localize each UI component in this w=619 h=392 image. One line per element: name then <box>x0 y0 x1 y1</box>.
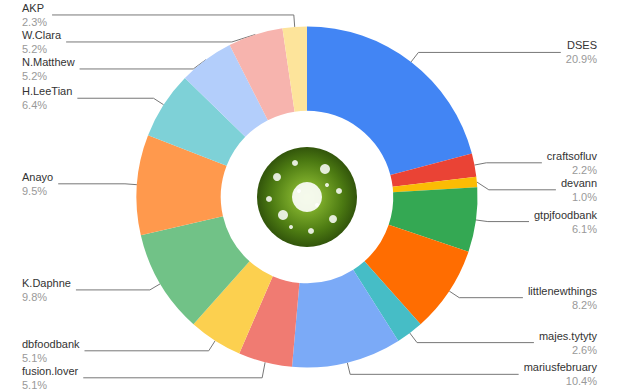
svg-text:littlenewthings: littlenewthings <box>528 285 598 297</box>
svg-text:20.9%: 20.9% <box>566 53 597 65</box>
svg-text:K.Daphne: K.Daphne <box>22 277 71 289</box>
svg-text:5.1%: 5.1% <box>22 379 47 391</box>
svg-text:6.1%: 6.1% <box>572 223 597 235</box>
svg-text:5.2%: 5.2% <box>22 70 47 82</box>
svg-text:H.LeeTian: H.LeeTian <box>22 85 72 97</box>
svg-text:2.6%: 2.6% <box>572 344 597 356</box>
svg-text:AKP: AKP <box>22 2 44 14</box>
svg-text:DSES: DSES <box>567 39 597 51</box>
svg-text:5.2%: 5.2% <box>22 43 47 55</box>
svg-text:2.2%: 2.2% <box>572 164 597 176</box>
svg-text:6.4%: 6.4% <box>22 99 47 111</box>
svg-text:majes.tytyty: majes.tytyty <box>539 330 598 342</box>
svg-text:dbfoodbank: dbfoodbank <box>22 338 80 350</box>
svg-text:devann: devann <box>561 177 597 189</box>
svg-text:N.Matthew: N.Matthew <box>22 56 75 68</box>
svg-text:1.0%: 1.0% <box>572 191 597 203</box>
svg-text:9.5%: 9.5% <box>22 185 47 197</box>
svg-text:9.8%: 9.8% <box>22 291 47 303</box>
svg-text:mariusfebruary: mariusfebruary <box>524 361 598 373</box>
svg-text:10.4%: 10.4% <box>566 375 597 387</box>
svg-text:craftsofluv: craftsofluv <box>547 150 598 162</box>
svg-text:2.3%: 2.3% <box>22 16 47 28</box>
svg-text:8.2%: 8.2% <box>572 299 597 311</box>
svg-text:W.Clara: W.Clara <box>22 29 62 41</box>
svg-text:gtpjfoodbank: gtpjfoodbank <box>534 209 597 221</box>
svg-text:5.1%: 5.1% <box>22 352 47 364</box>
svg-text:Anayo: Anayo <box>22 171 53 183</box>
svg-text:fusion.lover: fusion.lover <box>22 365 79 377</box>
